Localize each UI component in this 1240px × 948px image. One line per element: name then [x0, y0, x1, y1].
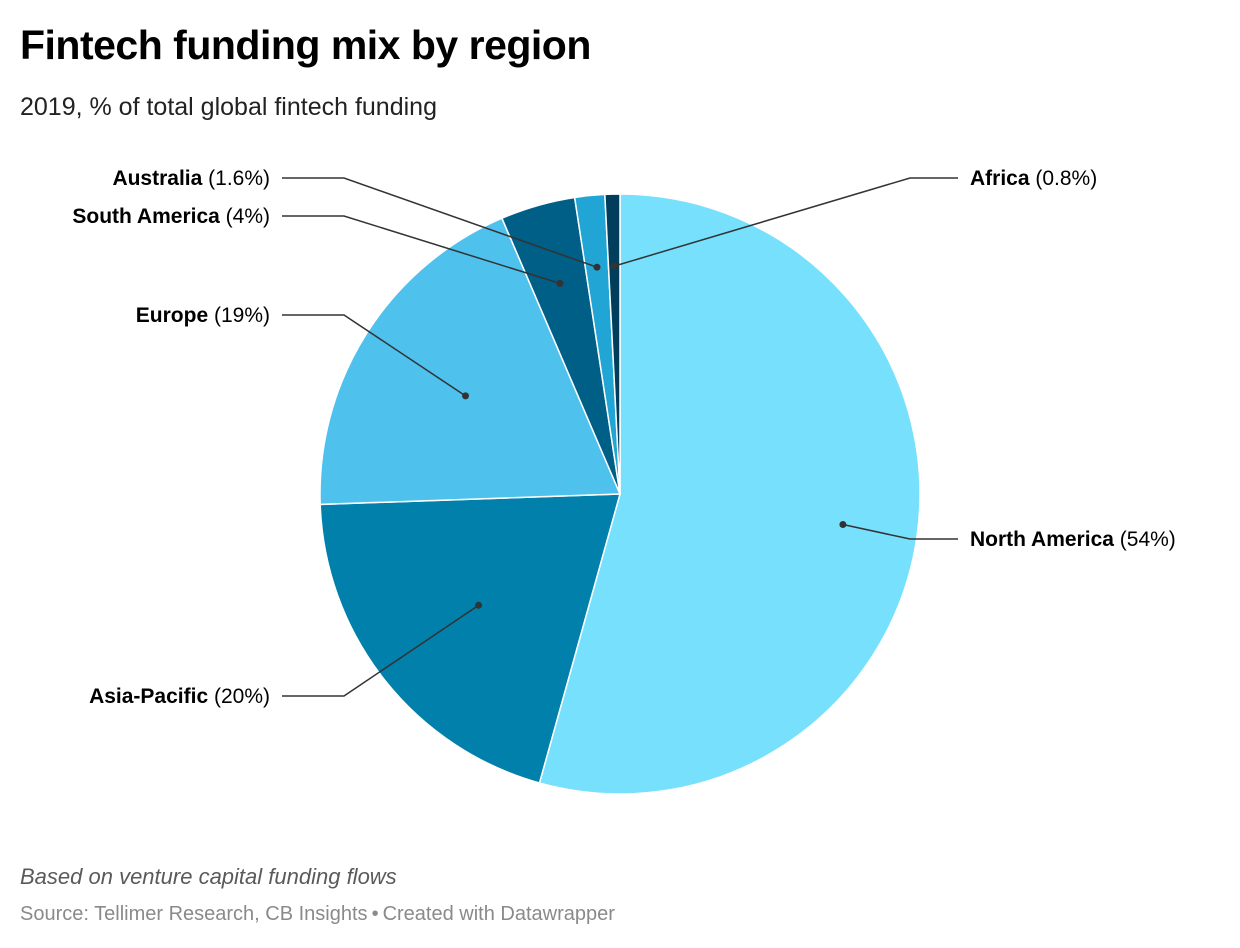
chart-title: Fintech funding mix by region [20, 22, 591, 68]
leader-line-north-america [842, 523, 958, 540]
slice-label-value: (20%) [208, 685, 270, 708]
chart-source: Source: Tellimer Research, CB Insights • C… [20, 900, 615, 928]
slice-label-name: Asia-Pacific [89, 685, 208, 708]
slice-label-australia: Australia (1.6%) [112, 167, 270, 190]
slice-label-value: (0.8%) [1030, 167, 1098, 190]
anchor-dot-south-america [556, 279, 564, 287]
anchor-dot-australia [593, 263, 601, 271]
pie-slices [319, 193, 921, 795]
slice-label-north-america: North America (54%) [970, 528, 1176, 551]
anchor-dot-asia-pacific [475, 601, 483, 609]
pie-slice-north-america[interactable] [538, 193, 921, 795]
leader-line-africa [613, 177, 958, 267]
slice-label-value: (4%) [220, 205, 270, 228]
credit-link[interactable]: Created with Datawrapper [382, 903, 615, 925]
slice-label-europe: Europe (19%) [136, 304, 270, 327]
source-text: Source: Tellimer Research, CB Insights [20, 903, 368, 925]
slice-label-name: South America [72, 205, 220, 228]
slice-label-name: Australia [112, 167, 202, 190]
slice-labels: North America (54%) Asia-Pacific (20%) Eur… [72, 167, 1175, 708]
slice-label-south-america: South America (4%) [72, 205, 270, 228]
anchor-dot-africa [610, 262, 618, 270]
leader-line-asia-pacific [282, 604, 480, 697]
leader-line-australia [282, 177, 598, 268]
pie-slice-europe[interactable] [319, 217, 622, 506]
slice-label-name: North America [970, 528, 1114, 551]
chart-notes: Based on venture capital funding flows [20, 864, 397, 889]
anchor-dot-europe [462, 392, 469, 400]
slice-label-value: (19%) [208, 304, 270, 327]
pie-slice-africa[interactable] [604, 193, 621, 495]
leader-lines [282, 177, 958, 697]
slice-label-asia-pacific: Asia-Pacific (20%) [89, 685, 270, 708]
slice-label-africa: Africa (0.8%) [970, 167, 1097, 190]
chart-subtitle: 2019, % of total global fintech funding [20, 93, 437, 121]
slice-label-value: (54%) [1114, 528, 1176, 551]
leader-line-europe [282, 314, 466, 397]
pie-slice-asia-pacific[interactable] [319, 493, 621, 784]
slice-label-value: (1.6%) [202, 167, 270, 190]
leader-line-south-america [282, 215, 561, 285]
slice-label-name: Africa [970, 167, 1030, 190]
slice-label-name: Europe [136, 304, 208, 327]
anchor-dot-north-america [839, 521, 847, 528]
source-separator: • [371, 903, 379, 925]
